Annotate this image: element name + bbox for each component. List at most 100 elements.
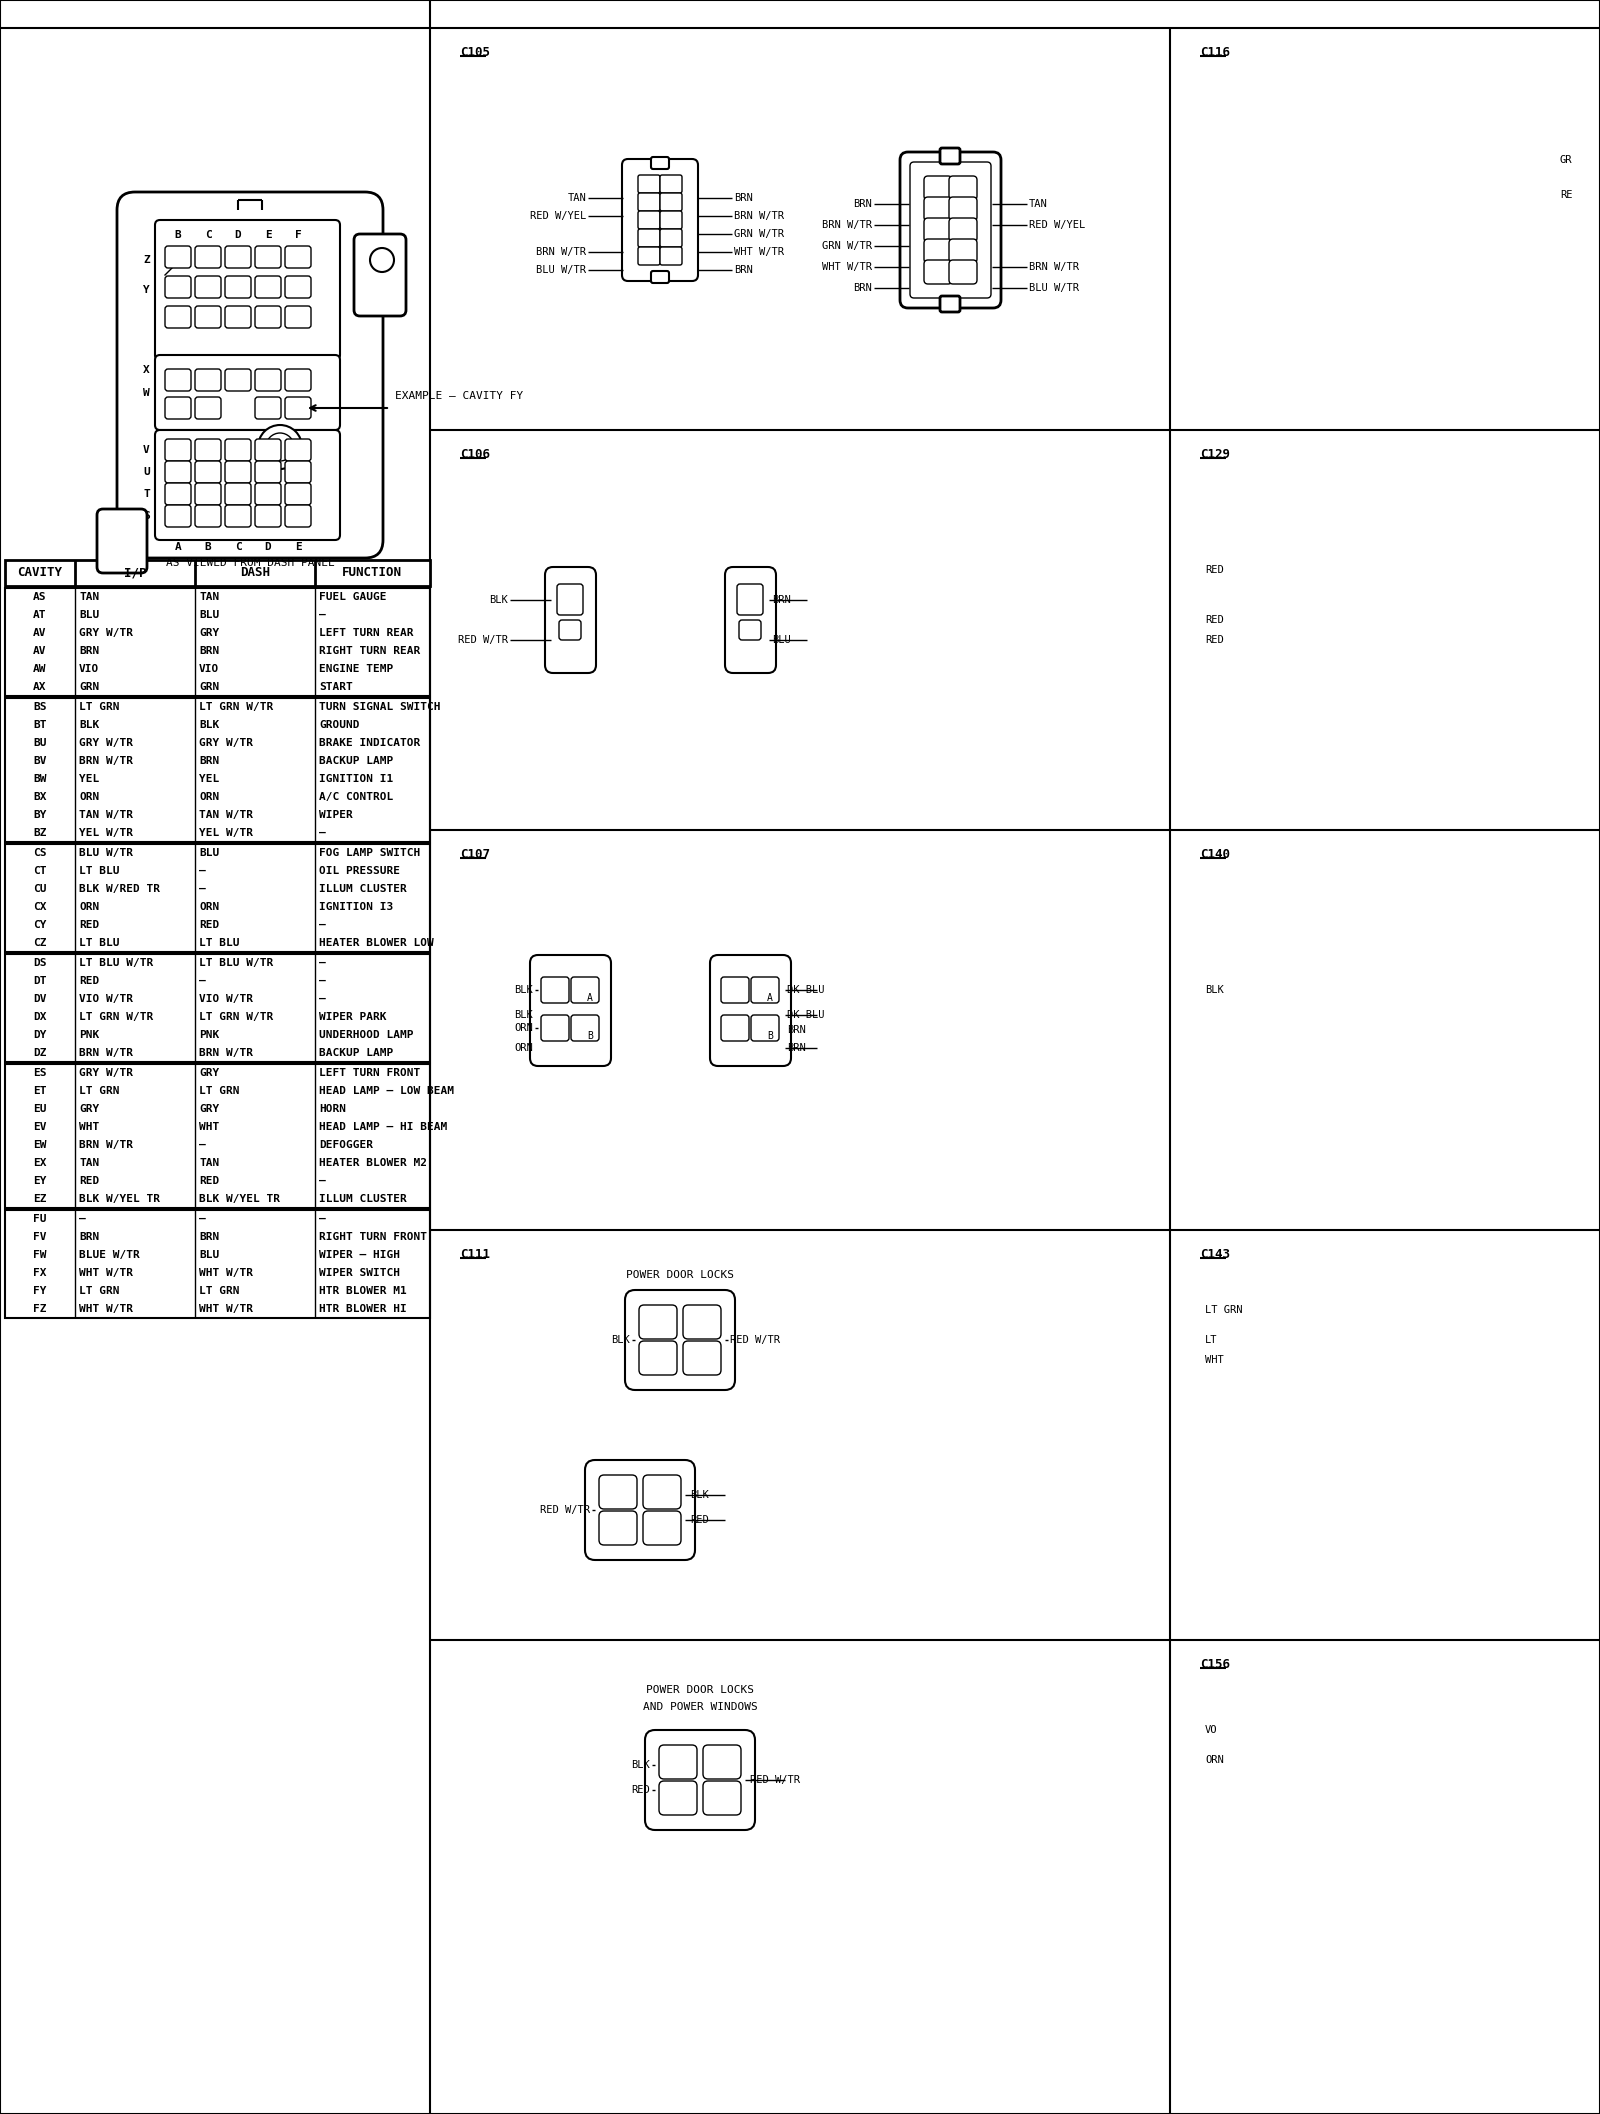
Text: WHT W/TR: WHT W/TR — [734, 247, 784, 258]
Text: BU: BU — [34, 738, 46, 748]
FancyBboxPatch shape — [683, 1340, 722, 1374]
Text: LEFT TURN FRONT: LEFT TURN FRONT — [318, 1068, 421, 1078]
FancyBboxPatch shape — [598, 1476, 637, 1509]
Text: EX: EX — [34, 1158, 46, 1169]
Text: TAN: TAN — [198, 1158, 219, 1169]
Text: —: — — [318, 958, 326, 968]
Text: RED: RED — [198, 920, 219, 930]
FancyBboxPatch shape — [941, 296, 960, 313]
Bar — [5, 1209, 430, 1317]
Text: GRY W/TR: GRY W/TR — [198, 738, 253, 748]
FancyBboxPatch shape — [226, 370, 251, 391]
Text: X: X — [142, 366, 150, 374]
Text: BLUE W/TR: BLUE W/TR — [78, 1249, 139, 1260]
Text: A: A — [174, 541, 181, 552]
Text: TURN SIGNAL SWITCH: TURN SIGNAL SWITCH — [318, 702, 440, 712]
FancyBboxPatch shape — [155, 220, 339, 359]
Text: LT GRN W/TR: LT GRN W/TR — [198, 1013, 274, 1021]
FancyBboxPatch shape — [899, 152, 1002, 309]
Text: RIGHT TURN FRONT: RIGHT TURN FRONT — [318, 1232, 427, 1243]
FancyBboxPatch shape — [165, 370, 190, 391]
Text: VIO W/TR: VIO W/TR — [198, 994, 253, 1004]
Text: GRY: GRY — [198, 1068, 219, 1078]
Text: D: D — [235, 230, 242, 241]
FancyBboxPatch shape — [165, 245, 190, 268]
FancyBboxPatch shape — [638, 175, 661, 192]
Text: AV: AV — [34, 628, 46, 638]
Text: LT BLU: LT BLU — [78, 939, 120, 947]
FancyBboxPatch shape — [925, 260, 952, 283]
Text: LT BLU W/TR: LT BLU W/TR — [78, 958, 154, 968]
Text: VO: VO — [1205, 1725, 1218, 1736]
Text: YEL W/TR: YEL W/TR — [78, 829, 133, 837]
Text: BRN: BRN — [734, 192, 752, 203]
Text: WHT W/TR: WHT W/TR — [78, 1304, 133, 1315]
Text: FY: FY — [34, 1285, 46, 1296]
Text: YEL W/TR: YEL W/TR — [198, 829, 253, 837]
Text: EW: EW — [34, 1139, 46, 1150]
Text: BLK: BLK — [514, 985, 533, 996]
Text: LT GRN: LT GRN — [78, 1285, 120, 1296]
FancyBboxPatch shape — [659, 1744, 698, 1780]
Text: RED W/TR: RED W/TR — [750, 1776, 800, 1784]
Text: BLK: BLK — [690, 1490, 709, 1501]
Text: DK BLU: DK BLU — [787, 985, 824, 996]
FancyBboxPatch shape — [165, 482, 190, 505]
Text: UNDERHOOD LAMP: UNDERHOOD LAMP — [318, 1030, 413, 1040]
Text: ET: ET — [34, 1087, 46, 1095]
Text: I/P: I/P — [123, 567, 146, 579]
Text: BRN: BRN — [78, 647, 99, 655]
Text: RED: RED — [690, 1516, 709, 1524]
Text: E: E — [294, 541, 301, 552]
Text: TAN W/TR: TAN W/TR — [198, 810, 253, 820]
Text: WHT W/TR: WHT W/TR — [198, 1268, 253, 1279]
Text: BX: BX — [34, 793, 46, 801]
Text: A/C CONTROL: A/C CONTROL — [318, 793, 394, 801]
FancyBboxPatch shape — [285, 245, 310, 268]
Text: BLK: BLK — [490, 594, 509, 605]
Text: BLU W/TR: BLU W/TR — [536, 264, 586, 275]
Text: B: B — [766, 1032, 773, 1040]
FancyBboxPatch shape — [285, 370, 310, 391]
Text: C140: C140 — [1200, 848, 1230, 860]
Text: RED W/TR: RED W/TR — [730, 1336, 781, 1345]
Text: BLK: BLK — [1205, 985, 1224, 996]
Text: BLK: BLK — [611, 1336, 630, 1345]
Text: GRY: GRY — [198, 628, 219, 638]
Text: BRN: BRN — [787, 1025, 806, 1036]
FancyBboxPatch shape — [254, 307, 282, 328]
Text: WHT: WHT — [1205, 1355, 1224, 1366]
Text: —: — — [318, 1213, 326, 1224]
Text: BRN W/TR: BRN W/TR — [78, 757, 133, 765]
FancyBboxPatch shape — [557, 583, 582, 615]
Text: AND POWER WINDOWS: AND POWER WINDOWS — [643, 1702, 757, 1712]
Text: VIO: VIO — [198, 664, 219, 674]
Text: —: — — [78, 1213, 86, 1224]
FancyBboxPatch shape — [750, 1015, 779, 1040]
Text: BRN W/TR: BRN W/TR — [1029, 262, 1078, 273]
Text: —: — — [318, 1175, 326, 1186]
Text: BRN W/TR: BRN W/TR — [536, 247, 586, 258]
Text: BRN W/TR: BRN W/TR — [78, 1139, 133, 1150]
FancyBboxPatch shape — [195, 307, 221, 328]
Text: WHT W/TR: WHT W/TR — [822, 262, 872, 273]
FancyBboxPatch shape — [226, 461, 251, 482]
FancyBboxPatch shape — [638, 228, 661, 247]
FancyBboxPatch shape — [254, 245, 282, 268]
FancyBboxPatch shape — [226, 245, 251, 268]
FancyBboxPatch shape — [285, 461, 310, 482]
FancyBboxPatch shape — [195, 370, 221, 391]
Text: HEATER BLOWER LOW: HEATER BLOWER LOW — [318, 939, 434, 947]
FancyBboxPatch shape — [925, 197, 952, 222]
FancyBboxPatch shape — [645, 1729, 755, 1831]
Text: BRN: BRN — [853, 199, 872, 209]
Text: C107: C107 — [461, 848, 490, 860]
Text: WHT W/TR: WHT W/TR — [78, 1268, 133, 1279]
FancyBboxPatch shape — [226, 307, 251, 328]
Text: RIGHT TURN REAR: RIGHT TURN REAR — [318, 647, 421, 655]
Text: T: T — [142, 488, 150, 499]
Text: —: — — [198, 1139, 206, 1150]
Text: WIPER — HIGH: WIPER — HIGH — [318, 1249, 400, 1260]
Text: BRN: BRN — [734, 264, 752, 275]
Text: HEAD LAMP — LOW BEAM: HEAD LAMP — LOW BEAM — [318, 1087, 454, 1095]
